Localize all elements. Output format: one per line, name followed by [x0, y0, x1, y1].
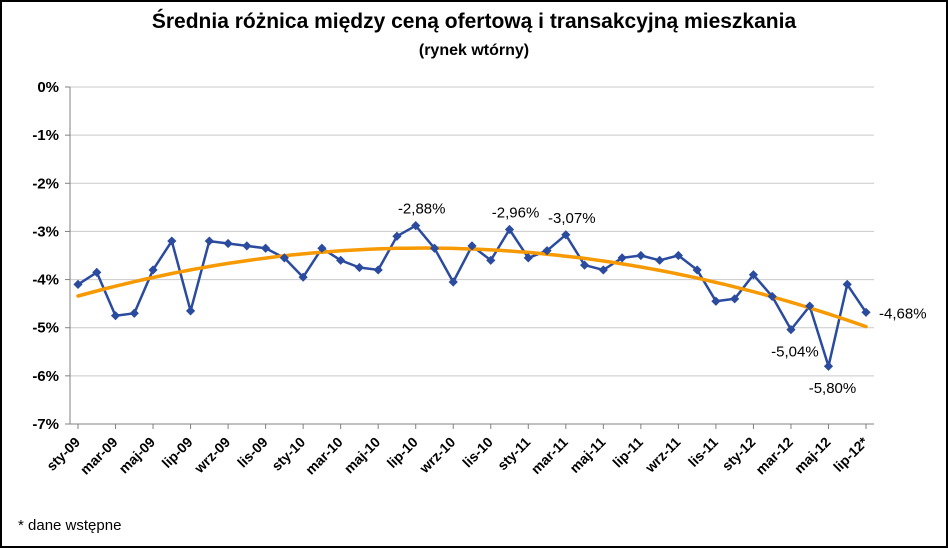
y-tick-label: 0% — [37, 79, 59, 96]
data-label: -2,96% — [492, 205, 540, 222]
x-tick-label: sty-11 — [494, 434, 534, 474]
x-tick-label: wrz-09 — [190, 434, 233, 477]
y-tick-label: -4% — [32, 272, 59, 289]
data-point-marker — [429, 243, 440, 253]
data-point-marker — [617, 253, 627, 263]
y-tick-label: -2% — [32, 175, 59, 192]
chart-footnote: * dane wstępne — [18, 517, 122, 534]
series-markers — [73, 221, 871, 371]
data-point-marker — [823, 361, 834, 371]
data-point-marker — [73, 279, 83, 289]
x-tick-label: wrz-11 — [641, 434, 683, 476]
x-tick-label: lis-10 — [459, 434, 496, 471]
data-point-marker — [467, 241, 477, 251]
data-point-marker — [279, 253, 289, 263]
data-point-marker — [561, 230, 571, 240]
data-point-marker — [373, 265, 383, 275]
y-tick-label: -6% — [32, 368, 59, 385]
x-tick-label: mar-12 — [752, 434, 796, 478]
x-tick-label: lip-09 — [159, 434, 196, 471]
data-point-marker — [786, 325, 796, 335]
y-tick-label: -5% — [32, 320, 59, 337]
data-point-marker — [692, 265, 702, 275]
data-point-marker — [185, 306, 196, 316]
data-point-marker — [261, 243, 271, 253]
data-point-marker — [448, 277, 458, 287]
data-point-marker — [655, 255, 665, 265]
data-point-marker — [504, 224, 515, 235]
data-point-marker — [842, 279, 852, 289]
x-tick-label: maj-12 — [791, 434, 834, 477]
data-point-marker — [730, 294, 740, 304]
data-point-marker — [354, 262, 365, 273]
data-point-marker — [767, 291, 777, 302]
x-tick-label: lis-11 — [685, 434, 721, 470]
data-labels: -2,88% -2,96% -3,07% -5,04% -5,80% -4,68% — [398, 201, 927, 398]
data-point-marker — [411, 221, 421, 231]
y-tick-label: -3% — [32, 223, 59, 240]
data-point-marker — [392, 231, 402, 241]
data-point-marker — [486, 255, 496, 265]
data-point-marker — [805, 301, 815, 311]
data-point-marker — [336, 255, 346, 265]
x-tick-label: lip-10 — [384, 434, 421, 471]
data-point-marker — [223, 238, 233, 249]
chart-title: Średnia różnica między ceną ofertową i t… — [151, 10, 797, 33]
data-point-marker — [242, 241, 252, 251]
data-label: -5,04% — [771, 344, 819, 361]
data-point-marker — [317, 243, 327, 253]
data-label: -3,07% — [548, 210, 596, 227]
data-point-marker — [298, 272, 308, 282]
x-tick-label: wrz-10 — [416, 434, 459, 477]
x-tick-label: lip-12* — [830, 433, 871, 474]
data-point-marker — [542, 246, 552, 256]
data-point-marker — [110, 311, 121, 321]
data-point-marker — [673, 250, 683, 261]
x-tick-label: lis-09 — [234, 434, 271, 471]
data-point-marker — [636, 250, 646, 261]
data-point-marker — [711, 296, 721, 306]
data-point-marker — [148, 265, 158, 275]
chart-subtitle: (rynek wtórny) — [418, 42, 530, 59]
data-point-marker — [523, 253, 533, 263]
data-point-marker — [598, 265, 608, 275]
y-tick-label: -7% — [32, 416, 59, 433]
x-tick-label: mar-10 — [302, 434, 346, 478]
data-label: -4,68% — [879, 305, 927, 322]
data-point-marker — [92, 267, 102, 277]
x-tick-label: maj-11 — [566, 434, 608, 476]
x-tick-label: mar-09 — [77, 434, 121, 478]
x-tick-label: maj-10 — [341, 434, 384, 477]
data-label: -2,88% — [398, 201, 446, 218]
data-point-marker — [748, 270, 759, 280]
data-point-marker — [129, 308, 139, 318]
y-tick-label: -1% — [32, 127, 59, 144]
data-point-marker — [204, 236, 214, 246]
data-point-marker — [167, 236, 177, 246]
x-tick-label: maj-09 — [115, 434, 158, 477]
y-axis-labels: 0% -1% -2% -3% -4% -5% -6% -7% — [32, 79, 59, 433]
data-point-marker — [579, 260, 590, 270]
data-label: -5,80% — [809, 380, 857, 397]
data-point-marker — [861, 307, 871, 317]
x-tick-label: lip-11 — [609, 434, 646, 471]
gridlines — [65, 86, 874, 425]
x-tick-label: mar-11 — [528, 434, 571, 477]
